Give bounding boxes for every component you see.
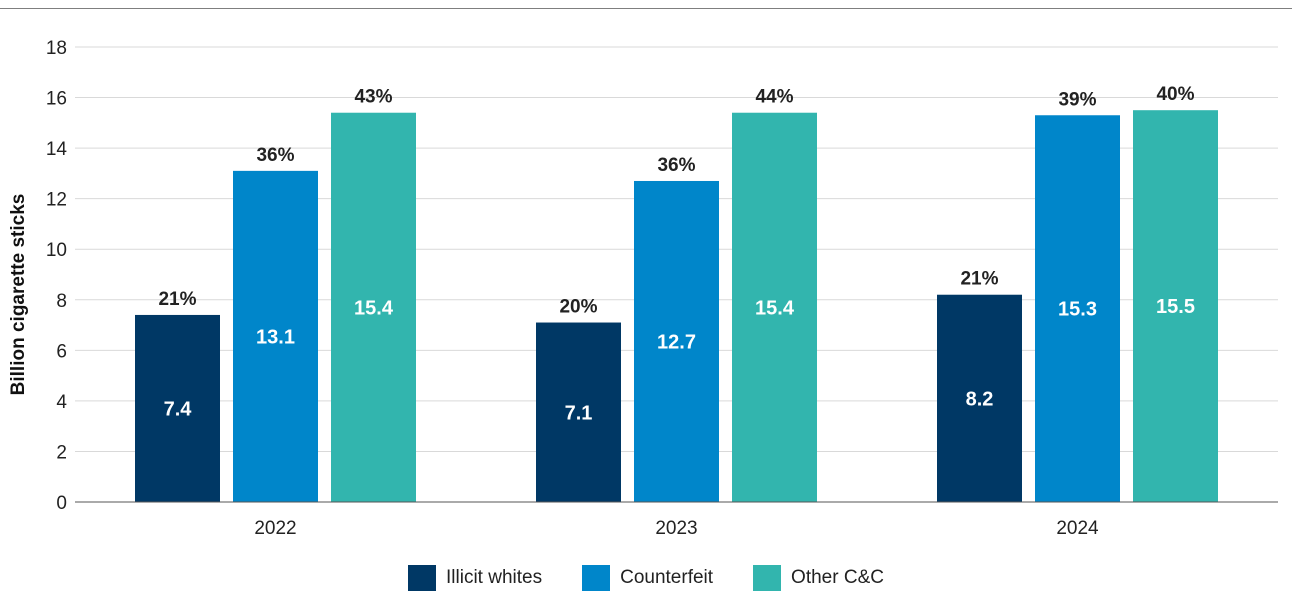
share-label: 44%	[755, 87, 793, 108]
y-axis-ticks: 0 2 4 6 8 10 12 14 16 18	[46, 38, 68, 514]
legend-label: Other C&C	[791, 567, 884, 588]
legend-item-counterfeit: Counterfeit	[582, 565, 713, 591]
y-tick-label: 16	[46, 89, 67, 110]
x-axis-ticks: 2022 2023 2024	[254, 518, 1099, 539]
x-tick-label: 2023	[655, 518, 697, 539]
x-tick-label: 2022	[254, 518, 296, 539]
legend-swatch	[753, 565, 782, 591]
value-label: 13.1	[256, 326, 295, 348]
share-label: 21%	[158, 289, 196, 310]
y-tick-label: 12	[46, 190, 67, 211]
y-axis-label: Billion cigarette sticks	[8, 194, 29, 396]
x-tick-label: 2024	[1056, 518, 1099, 539]
top-rule	[0, 8, 1292, 9]
bar	[536, 322, 621, 502]
bar	[1133, 110, 1218, 502]
y-tick-label: 2	[56, 442, 67, 463]
value-label: 7.1	[565, 402, 593, 424]
share-label: 21%	[960, 269, 998, 290]
y-tick-label: 18	[46, 38, 67, 59]
bar	[732, 112, 817, 502]
share-label: 40%	[1156, 84, 1194, 105]
bar	[634, 180, 719, 502]
y-tick-label: 6	[56, 341, 67, 362]
share-label: 43%	[354, 87, 392, 108]
bars: 21% 7.4 36% 13.1 43% 15.4 20% 7.1 36% 12.7 44% 15.4…	[135, 84, 1218, 502]
y-tick-label: 0	[56, 493, 67, 514]
bar	[331, 112, 416, 502]
value-label: 12.7	[657, 331, 696, 353]
share-label: 36%	[256, 145, 294, 166]
value-label: 15.5	[1156, 296, 1195, 318]
legend-label: Illicit whites	[446, 567, 543, 588]
share-label: 36%	[657, 155, 695, 176]
value-label: 15.4	[354, 297, 394, 319]
legend-item-illicit-whites: Illicit whites	[408, 565, 542, 591]
value-label: 7.4	[164, 398, 193, 420]
share-label: 39%	[1058, 89, 1096, 110]
y-tick-label: 14	[46, 139, 68, 160]
bar	[1035, 115, 1120, 502]
legend-swatch	[408, 565, 437, 591]
legend: Illicit whites Counterfeit Other C&C	[0, 565, 1292, 591]
y-tick-label: 8	[56, 291, 67, 312]
y-tick-label: 10	[46, 240, 67, 261]
value-label: 8.2	[966, 388, 994, 410]
legend-item-other-cc: Other C&C	[753, 565, 884, 591]
bar	[937, 294, 1022, 502]
bar	[135, 314, 220, 502]
legend-label: Counterfeit	[620, 567, 714, 588]
value-label: 15.3	[1058, 299, 1097, 321]
value-label: 15.4	[755, 297, 795, 319]
y-tick-label: 4	[56, 392, 67, 413]
bar	[233, 170, 318, 502]
legend-swatch	[582, 565, 611, 591]
share-label: 20%	[559, 297, 597, 318]
bar-chart: 0 2 4 6 8 10 12 14 16 18 21% 7.4 36% 13.1 43% 15.4 20% 7…	[8, 38, 1278, 539]
